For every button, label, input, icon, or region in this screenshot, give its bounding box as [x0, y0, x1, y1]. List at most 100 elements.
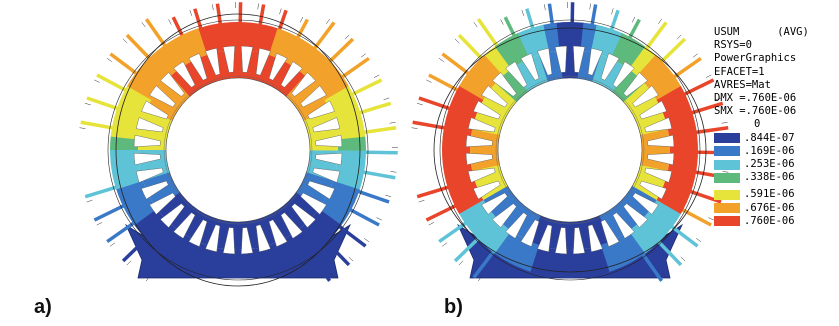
- fin-outline: [96, 222, 103, 226]
- cooling-fin: [354, 188, 390, 204]
- legend-entries: .844E-07.169E-06.253E-06.338E-06 .591E-06…: [714, 132, 836, 228]
- stator-slot: [520, 53, 540, 81]
- stator-yoke-segment: [636, 54, 666, 84]
- cooling-fin: [86, 96, 122, 112]
- stator-yoke-segment: [185, 241, 208, 272]
- fin-outline: [389, 121, 396, 124]
- fin-outline: [458, 260, 464, 266]
- cooling-fin: [589, 4, 598, 28]
- fin-outline: [257, 3, 259, 10]
- stator-slot: [623, 72, 648, 97]
- fin-outline: [330, 272, 335, 278]
- stator-yoke-segment: [311, 208, 342, 237]
- stator-yoke-segment: [174, 32, 198, 64]
- cooling-fin: [360, 169, 396, 180]
- cooling-fin: [416, 184, 452, 199]
- cooling-fin: [453, 235, 482, 263]
- stator-yoke-segment: [318, 74, 350, 101]
- stator-slot: [467, 167, 496, 183]
- stator-slot: [312, 117, 341, 133]
- fin-outline: [662, 272, 667, 278]
- stator-slot: [573, 45, 586, 73]
- fin-outline: [300, 16, 304, 23]
- cooling-fin: [425, 202, 460, 222]
- cooling-fin: [171, 16, 186, 40]
- stator-slot: [268, 53, 288, 81]
- fin-outline: [390, 171, 397, 173]
- cooling-fin: [668, 223, 699, 248]
- fin-outline: [426, 79, 432, 83]
- cooling-fin: [680, 78, 715, 98]
- cooling-fin: [418, 96, 454, 112]
- stator-slot: [188, 219, 208, 247]
- stator-yoke-segment: [505, 236, 530, 267]
- stator-inner-segment: [478, 99, 508, 121]
- stator-bore: [497, 77, 643, 223]
- stator-slot: [639, 100, 667, 120]
- cooling-fin: [311, 21, 336, 52]
- stator-yoke-segment: [644, 64, 674, 92]
- cooling-fin: [276, 9, 288, 34]
- cooling-fin: [670, 56, 702, 81]
- fin-outline: [126, 260, 132, 266]
- stator-yoke-segment: [224, 22, 239, 51]
- fin-outline: [79, 127, 86, 129]
- legend-swatch: [714, 159, 740, 170]
- stator-slot: [160, 203, 185, 228]
- cooling-fin: [476, 18, 501, 50]
- fin-outline: [212, 4, 214, 11]
- stator-inner-segment: [488, 192, 517, 217]
- legend-label: .338E-06: [744, 171, 795, 184]
- stator-slot: [291, 203, 316, 228]
- legend-entry: .844E-07: [714, 132, 836, 145]
- stator-slot: [473, 100, 501, 120]
- fin-outline: [326, 18, 330, 24]
- cooling-fin: [608, 9, 620, 34]
- fin-outline: [411, 127, 418, 129]
- stator-inner-segment: [280, 203, 305, 232]
- stator-yoke-segment: [669, 136, 698, 151]
- legend-info-line: EFACET=1: [714, 65, 765, 78]
- stator-slot: [587, 47, 603, 76]
- legend-entry: .338E-06: [714, 171, 836, 184]
- stator-inner-segment: [612, 69, 638, 97]
- stator-yoke-segment: [223, 249, 238, 278]
- stator-yoke-segment: [474, 216, 504, 246]
- stator-yoke-segment: [296, 224, 324, 254]
- stator-inner-segment: [502, 203, 528, 231]
- fin-outline: [344, 34, 350, 40]
- legend-swatch: [714, 172, 740, 183]
- stator-yoke-segment: [324, 190, 355, 215]
- stator-slot: [149, 85, 176, 108]
- stator-yoke-segment: [152, 46, 180, 76]
- stator-inner-segment: [267, 58, 289, 88]
- fin-outline: [721, 121, 728, 124]
- stator-yoke-segment: [142, 54, 172, 84]
- stator-yoke-segment: [661, 180, 692, 203]
- stator-yoke-segment: [162, 230, 188, 261]
- stator-slot: [473, 180, 501, 200]
- fin-outline: [589, 3, 591, 10]
- fin-outline: [696, 238, 702, 242]
- cooling-fin: [643, 21, 668, 52]
- stator-yoke-segment: [484, 46, 512, 76]
- stator-slot: [300, 85, 327, 108]
- stator-yoke-segment: [121, 85, 152, 110]
- fin-outline: [348, 256, 354, 262]
- stator-yoke-segment: [312, 64, 342, 92]
- stator-yoke-segment: [556, 21, 571, 51]
- stator-slot: [188, 53, 208, 81]
- stator-slot: [141, 180, 169, 200]
- fin-outline: [692, 53, 698, 58]
- stator-inner-segment: [146, 99, 176, 121]
- cooling-fin: [472, 248, 497, 279]
- fin-outline: [722, 171, 729, 173]
- fin-outline: [438, 58, 444, 62]
- legend-info-line: PowerGraphics: [714, 52, 797, 65]
- cooling-fin: [96, 73, 130, 94]
- fin-outline: [416, 102, 423, 106]
- stator-yoke-segment: [324, 86, 356, 110]
- cooling-fin: [144, 18, 169, 50]
- stator-slot: [639, 180, 667, 200]
- stator-displacement-plot-b: [411, 2, 730, 282]
